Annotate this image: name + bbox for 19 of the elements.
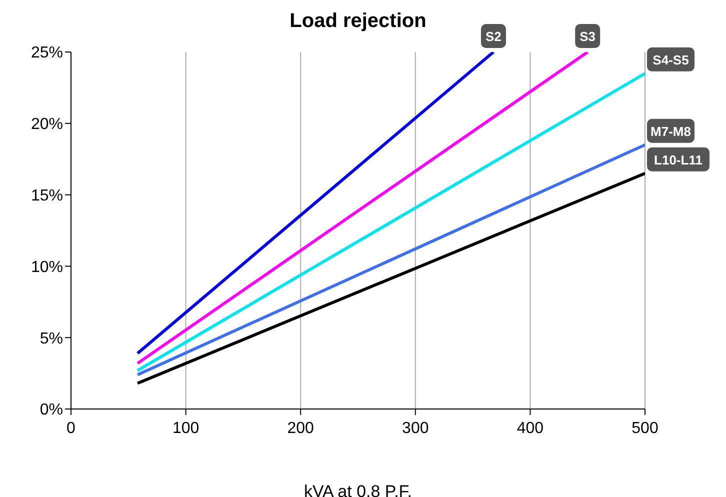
series-label: S3 — [580, 29, 596, 44]
series-label: S2 — [486, 29, 502, 44]
y-tick-label: 5% — [40, 330, 63, 348]
y-tick-label: 25% — [30, 44, 63, 62]
chart-title: Load rejection — [290, 10, 426, 32]
series-label: L10-L11 — [654, 152, 702, 168]
y-tick-label: 20% — [30, 116, 63, 134]
y-tick-label: 0% — [40, 402, 63, 419]
x-axis-title: kVA at 0.8 P.F. — [304, 482, 412, 497]
x-tick-label: 0 — [66, 420, 76, 437]
y-tick-label: 10% — [30, 258, 63, 276]
x-tick-label: 400 — [516, 420, 544, 437]
x-tick-label: 500 — [632, 420, 658, 437]
x-tick-label: 100 — [172, 420, 200, 437]
y-tick-label: 15% — [30, 187, 63, 204]
x-tick-label: 300 — [402, 420, 429, 437]
series-label: M7-M8 — [650, 124, 691, 139]
x-tick-label: 200 — [287, 420, 314, 437]
series-label: S4-S5 — [652, 52, 689, 68]
